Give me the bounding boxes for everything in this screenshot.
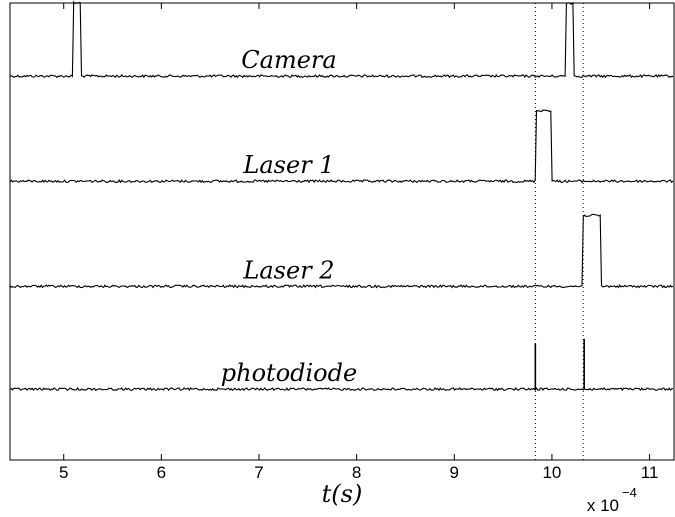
x-tick-label-9: 9 — [450, 463, 459, 482]
trace-labels: Camera Laser 1 Laser 2 photodiode — [221, 46, 357, 387]
x-tick-label-8: 8 — [352, 463, 361, 482]
x-tick-label-5: 5 — [59, 463, 68, 482]
x-axis-exponent-power: −4 — [622, 485, 637, 500]
plot-area — [9, 2, 675, 461]
trace-camera — [9, 0, 674, 79]
x-axis-exponent: x 10 — [587, 496, 619, 515]
trace-laser-1 — [9, 109, 674, 184]
x-axis-title: t(s) — [322, 480, 363, 508]
x-tick-label-7: 7 — [254, 463, 263, 482]
trace-label-laser-2: Laser 2 — [242, 256, 334, 284]
signal-traces — [9, 0, 674, 392]
trace-label-photodiode: photodiode — [221, 359, 357, 387]
x-tick-label-6: 6 — [157, 463, 166, 482]
trace-label-laser-1: Laser 1 — [242, 151, 334, 179]
x-tick-label-11: 11 — [641, 463, 659, 482]
trace-label-camera: Camera — [241, 46, 336, 74]
x-axis-ticks: 5 6 7 8 9 10 11 — [59, 3, 658, 482]
x-tick-label-10: 10 — [542, 463, 561, 482]
trace-laser-2 — [9, 213, 674, 289]
trace-photodiode — [9, 387, 674, 392]
